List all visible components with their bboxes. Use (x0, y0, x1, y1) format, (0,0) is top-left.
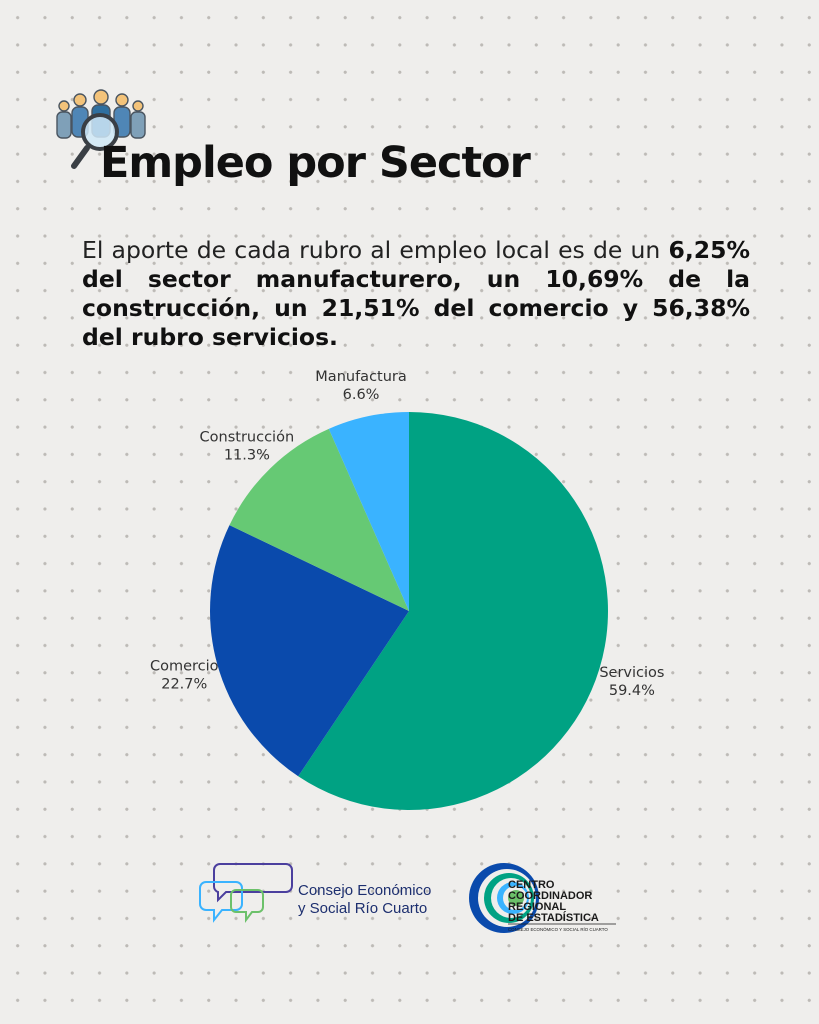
slice-label-comercio: Comercio (150, 658, 219, 674)
slice-percent-manufactura: 6.6% (343, 387, 380, 403)
pie-slice-comercio (209, 525, 409, 777)
speech-bubbles-icon (199, 863, 293, 923)
pie-slice-manufactura (328, 412, 409, 611)
ccre-logo-line4: DE ESTADÍSTICA (508, 911, 599, 924)
page-title: Empleo por Sector (100, 138, 531, 188)
intro-lead: El aporte de cada rubro al empleo local … (82, 236, 669, 264)
slice-percent-servicios: 59.4% (609, 683, 655, 699)
concentric-circles-icon (469, 863, 539, 933)
slice-percent-construccion: 11.3% (224, 448, 270, 464)
ces-logo: Consejo Económico y Social Río Cuarto (199, 863, 431, 923)
ccre-logo-line2: COORDINADOR (508, 890, 592, 902)
intro-highlight: 6,25% del sector manufacturero, un 10,69… (82, 236, 750, 351)
pie-chart: Servicios 59.4% Comercio 22.7% Construcción 1… (150, 369, 664, 810)
slice-percent-comercio: 22.7% (161, 676, 207, 692)
pie-slice-servicios (298, 412, 609, 810)
ces-logo-line2: y Social Río Cuarto (298, 900, 427, 917)
slice-label-manufactura: Manufactura (315, 369, 406, 385)
ccre-logo: CENTRO COORDINADOR REGIONAL DE ESTADÍSTI… (469, 863, 616, 933)
ces-logo-line1: Consejo Económico (298, 882, 431, 899)
slice-label-construccion: Construcción (200, 430, 295, 446)
slice-label-servicios: Servicios (599, 665, 664, 681)
intro-paragraph: El aporte de cada rubro al empleo local … (82, 236, 750, 352)
ccre-logo-line3: REGIONAL (508, 901, 566, 913)
pie-slice-construccion (229, 428, 409, 611)
ccre-logo-line1: CENTRO (508, 879, 555, 891)
people-search-icon (56, 89, 146, 169)
ccre-logo-subline: CONSEJO ECONÓMICO Y SOCIAL RÍO CUARTO (508, 927, 608, 932)
